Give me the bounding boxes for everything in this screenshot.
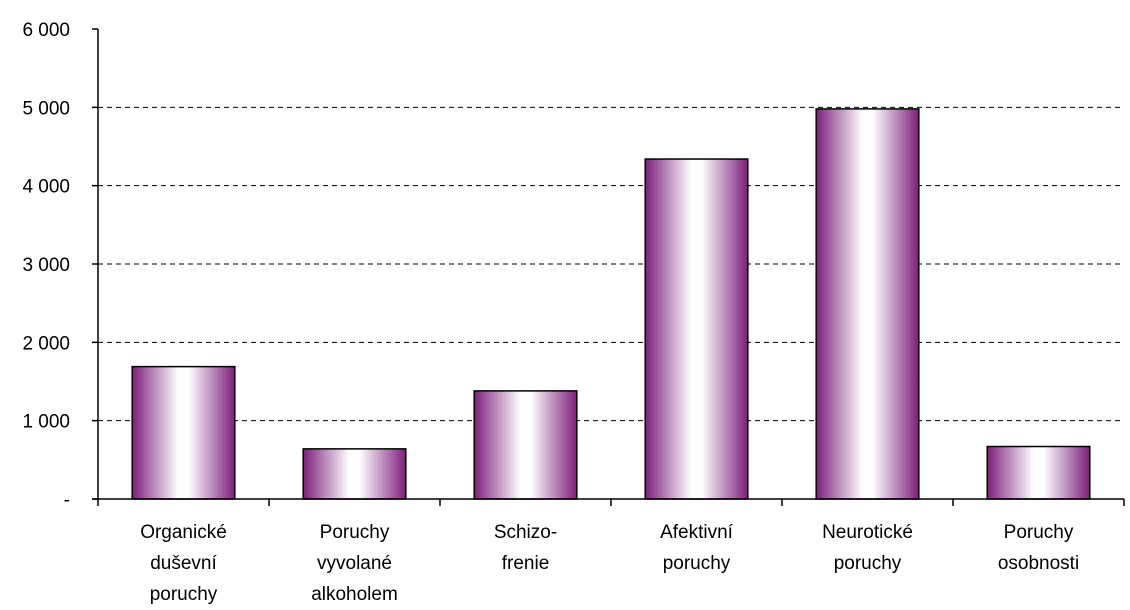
x-category-label: vyvolané (317, 553, 392, 574)
x-category-label: Schizo- (494, 522, 557, 543)
y-tick-label: 4 000 (22, 177, 70, 198)
y-tick-label: 6 000 (22, 20, 70, 41)
x-category-label: osobnosti (998, 553, 1079, 574)
x-category-label: alkoholem (311, 584, 398, 605)
bars (131, 108, 1091, 500)
y-tick-label: 5 000 (22, 98, 70, 119)
bar (644, 158, 749, 500)
x-category-label: poruchy (834, 553, 902, 574)
x-category-label: Afektivní (660, 522, 734, 543)
bar (815, 108, 920, 500)
x-category-label: Poruchy (320, 522, 390, 543)
x-category-label: poruchy (663, 553, 731, 574)
x-category-label: frenie (502, 553, 550, 574)
x-category-label: Neurotické (822, 522, 913, 543)
y-tick-label: 1 000 (22, 412, 70, 433)
x-category-label: Organické (140, 522, 227, 543)
bar (302, 448, 407, 500)
x-category-label: duševní (150, 553, 217, 574)
y-tick-label: - (64, 490, 70, 511)
labels: - 1 000 2 000 3 000 4 000 5 000 6 000 Organické… (22, 20, 1079, 605)
axes (92, 28, 1125, 506)
x-category-label: poruchy (150, 584, 218, 605)
bar (473, 390, 578, 500)
bar (986, 445, 1091, 500)
bar (131, 365, 236, 500)
x-category-label: Poruchy (1004, 522, 1074, 543)
y-tick-label: 2 000 (22, 333, 70, 354)
gridlines (98, 106, 1124, 422)
y-tick-label: 3 000 (22, 255, 70, 276)
